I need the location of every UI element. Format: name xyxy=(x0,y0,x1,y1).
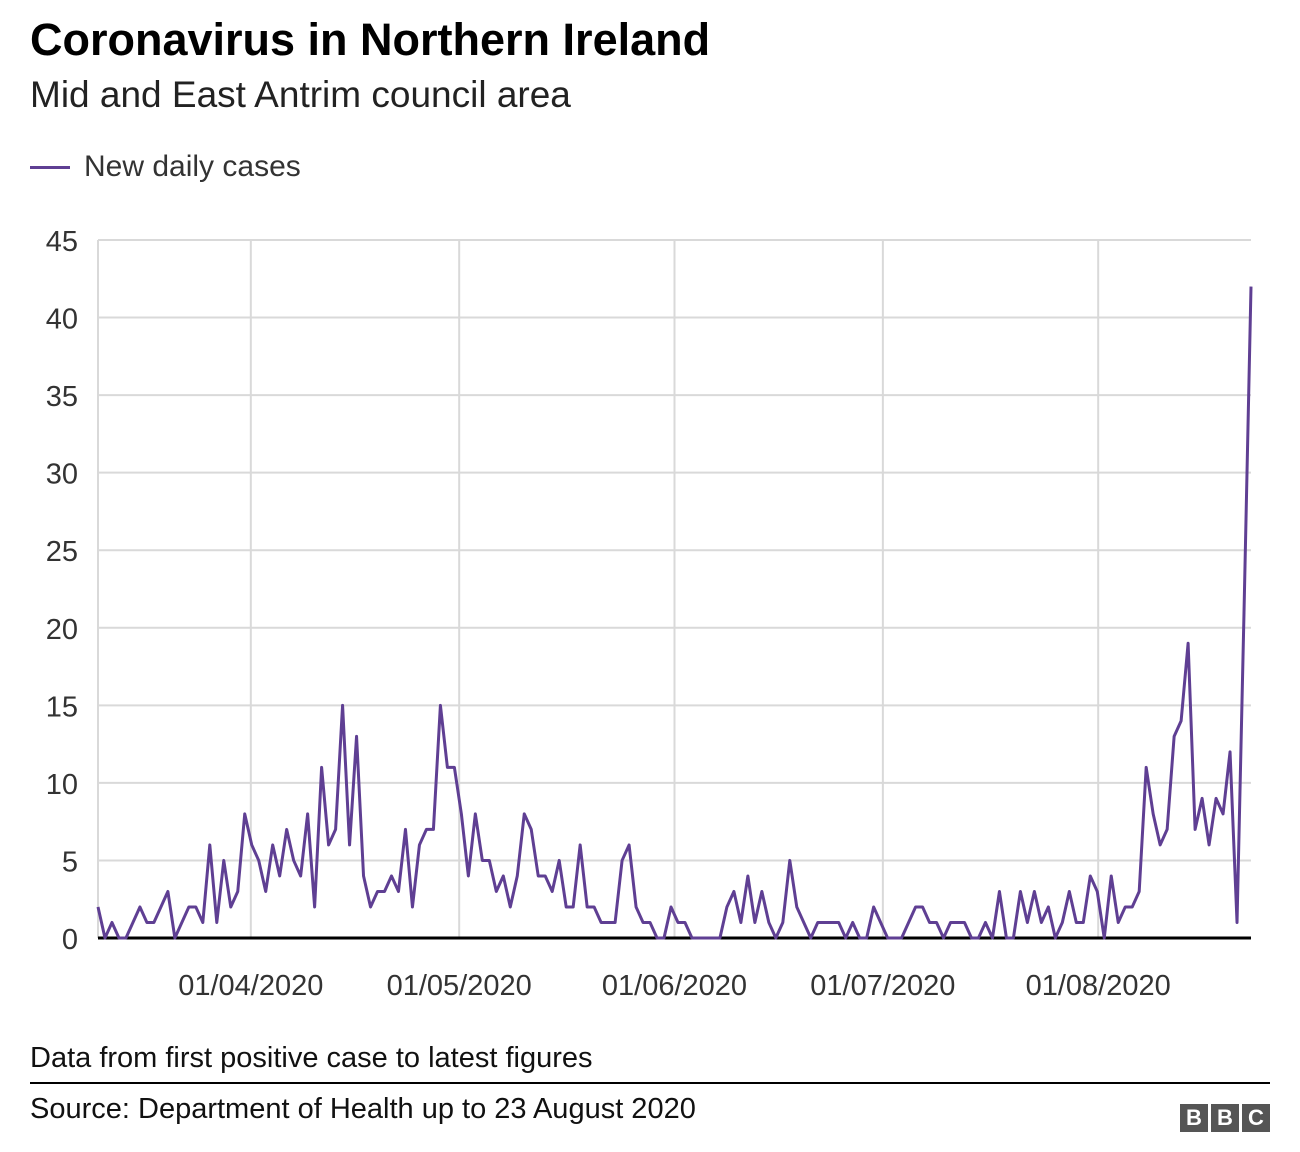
y-tick-label: 45 xyxy=(46,226,78,258)
chart-subtitle: Mid and East Antrim council area xyxy=(30,74,571,115)
y-tick-label: 10 xyxy=(46,769,78,801)
legend-swatch xyxy=(30,165,70,169)
bbc-logo-letter: C xyxy=(1242,1104,1270,1132)
series-line-new-daily-cases xyxy=(96,286,1253,940)
legend: New daily cases xyxy=(30,150,301,184)
y-tick-label: 0 xyxy=(62,924,78,956)
footer-divider xyxy=(30,1082,1270,1084)
bbc-logo-letter: B xyxy=(1180,1104,1208,1132)
y-tick-label: 15 xyxy=(46,691,78,723)
x-tick-label: 01/05/2020 xyxy=(387,970,532,1002)
y-tick-label: 20 xyxy=(46,614,78,646)
x-tick-label: 01/06/2020 xyxy=(602,970,747,1002)
y-tick-label: 40 xyxy=(46,304,78,336)
y-tick-label: 35 xyxy=(46,381,78,413)
y-tick-label: 5 xyxy=(62,846,78,878)
source-text: Source: Department of Health up to 23 Au… xyxy=(30,1093,696,1125)
bbc-logo: B B C xyxy=(1180,1104,1270,1132)
line-chart: 0 5 10 15 20 25 30 35 40 45 01/04/2020 01/05/2020 01… xyxy=(46,226,1253,1002)
chart-title: Coronavirus in Northern Ireland xyxy=(30,14,711,65)
legend-label: New daily cases xyxy=(84,150,301,183)
chart-note: Data from first positive case to latest … xyxy=(30,1042,593,1074)
x-tick-label: 01/08/2020 xyxy=(1026,970,1171,1002)
y-tick-label: 30 xyxy=(46,459,78,491)
x-tick-label: 01/04/2020 xyxy=(178,970,323,1002)
y-tick-label: 25 xyxy=(46,536,78,568)
bbc-logo-letter: B xyxy=(1211,1104,1239,1132)
x-tick-label: 01/07/2020 xyxy=(810,970,955,1002)
